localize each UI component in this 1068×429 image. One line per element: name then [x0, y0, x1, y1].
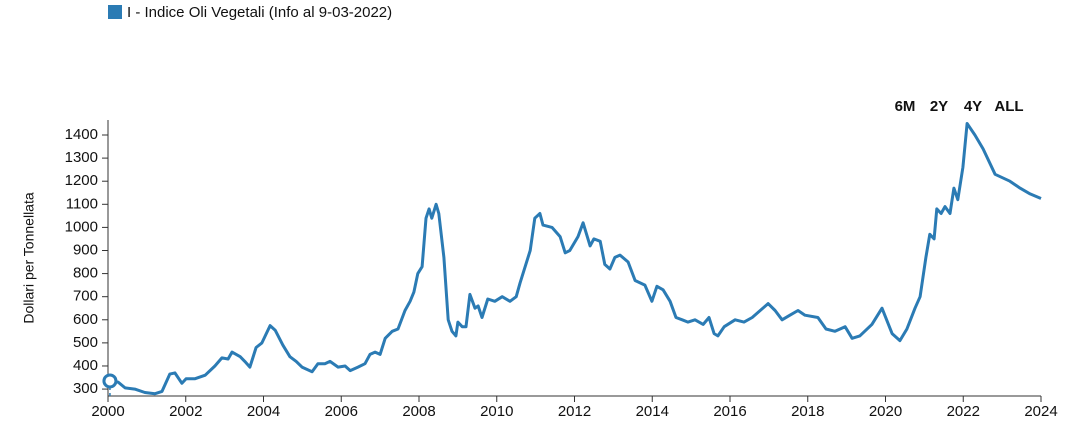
range-button[interactable]: 4Y: [964, 98, 982, 115]
x-tick-label: 2010: [480, 403, 513, 420]
y-tick-label: 700: [73, 288, 98, 305]
y-tick-label: 900: [73, 241, 98, 258]
x-tick-label: 2014: [636, 403, 669, 420]
x-tick-label: 2024: [1024, 403, 1057, 420]
y-tick-label: 300: [73, 380, 98, 397]
x-tick-label: 2004: [247, 403, 280, 420]
range-button[interactable]: ALL: [994, 98, 1023, 115]
line: [109, 122, 1042, 396]
y-tick-label: 500: [73, 334, 98, 351]
y-tick-label: 1000: [65, 218, 98, 235]
x-tick-label: 2008: [402, 403, 435, 420]
hover-point: [102, 373, 118, 389]
y-tick-label: 1400: [65, 126, 98, 143]
x-tick-label: 2020: [869, 403, 902, 420]
y-tick-label: 600: [73, 311, 98, 328]
y-axis-label: Dollari per Tonnellata: [21, 192, 37, 323]
x-tick-label: 2022: [947, 403, 980, 420]
x-tick-label: 2018: [791, 403, 824, 420]
y-tick-label: 1100: [66, 195, 98, 212]
x-tick-label: 2012: [558, 403, 591, 420]
x-tick-label: 2000: [91, 403, 124, 420]
range-button[interactable]: 6M: [895, 98, 916, 115]
x-tick-label: 2016: [713, 403, 746, 420]
y-tick-label: 1200: [65, 172, 98, 189]
y-tick-label: 1300: [65, 149, 98, 166]
legend-label: I - Indice Oli Vegetali (Info al 9-03-20…: [127, 4, 392, 21]
x-tick-label: 2002: [169, 403, 202, 420]
y-tick-label: 800: [73, 265, 98, 282]
x-tick-label: 2006: [325, 403, 358, 420]
legend-swatch: [108, 5, 122, 19]
y-tick-label: 400: [73, 357, 98, 374]
range-button[interactable]: 2Y: [930, 98, 948, 115]
